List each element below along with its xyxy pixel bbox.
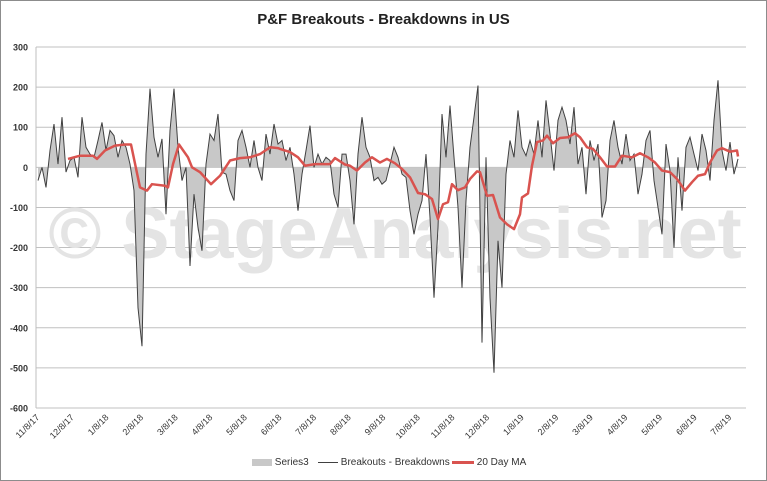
- legend-label: Series3: [274, 457, 309, 468]
- x-tick-label: 6/8/19: [674, 412, 699, 437]
- x-tick-label: 11/8/18: [429, 412, 457, 440]
- x-tick-label: 6/8/18: [259, 412, 284, 437]
- y-tick-label: -500: [10, 363, 28, 373]
- legend-swatch-line: [318, 461, 338, 463]
- legend-label: 20 Day MA: [476, 457, 527, 468]
- y-tick-label: 100: [13, 123, 28, 133]
- legend-item-breakouts: Breakouts - Breakdowns: [318, 457, 450, 468]
- y-tick-label: 200: [13, 83, 28, 93]
- y-tick-label: 0: [23, 163, 28, 173]
- x-tick-label: 5/8/19: [639, 412, 664, 437]
- x-tick-label: 3/8/19: [570, 412, 595, 437]
- legend-swatch-ma: [452, 460, 474, 464]
- x-tick-label: 2/8/18: [120, 412, 145, 437]
- x-tick-label: 1/8/18: [86, 412, 111, 437]
- ma-20-day-line: [67, 131, 740, 231]
- y-tick-label: -400: [10, 323, 28, 333]
- breakouts-breakdowns-line: [37, 80, 739, 373]
- legend-item-ma: 20 Day MA: [452, 457, 526, 468]
- legend-swatch-area: [252, 458, 272, 466]
- series3-area: [38, 80, 738, 373]
- x-tick-label: 3/8/18: [155, 412, 180, 437]
- legend-item-series3: Series3: [252, 457, 309, 468]
- y-tick-label: 300: [13, 43, 28, 53]
- x-tick-label: 2/8/19: [536, 412, 561, 437]
- x-tick-label: 4/8/19: [605, 412, 630, 437]
- x-tick-label: 8/8/18: [328, 412, 353, 437]
- x-tick-label: 10/8/18: [394, 412, 422, 440]
- watermark-text: © StageAnalysis.net: [48, 194, 741, 274]
- x-tick-label: 12/8/17: [48, 412, 76, 440]
- x-tick-label: 11/8/17: [14, 412, 42, 440]
- x-tick-label: 12/8/18: [463, 412, 491, 440]
- y-tick-label: -600: [10, 404, 28, 414]
- x-tick-label: 7/8/19: [709, 412, 734, 437]
- x-tick-label: 1/8/19: [501, 412, 526, 437]
- y-tick-label: -300: [10, 283, 28, 293]
- x-tick-label: 5/8/18: [224, 412, 249, 437]
- legend-label: Breakouts - Breakdowns: [340, 457, 450, 468]
- x-tick-label: 9/8/18: [363, 412, 388, 437]
- chart-title: P&F Breakouts - Breakdowns in US: [257, 11, 510, 28]
- x-tick-label: 7/8/18: [293, 412, 318, 437]
- y-tick-label: -100: [10, 203, 28, 213]
- y-tick-label: -200: [10, 243, 28, 253]
- x-tick-label: 4/8/18: [190, 412, 215, 437]
